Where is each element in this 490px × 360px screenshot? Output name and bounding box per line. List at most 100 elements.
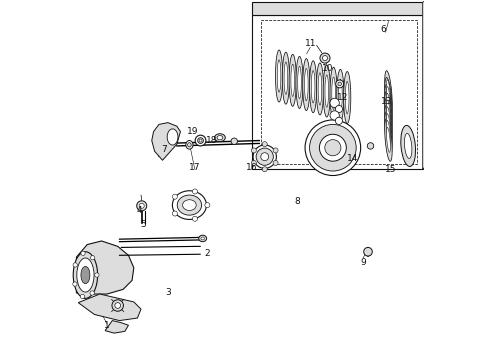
Ellipse shape (167, 129, 178, 145)
Ellipse shape (387, 121, 391, 145)
Text: 4: 4 (136, 206, 142, 215)
Ellipse shape (385, 84, 392, 127)
Text: 3: 3 (165, 288, 171, 297)
Circle shape (90, 291, 94, 295)
Text: 6: 6 (380, 25, 386, 34)
Ellipse shape (305, 120, 361, 176)
Ellipse shape (291, 64, 294, 96)
Ellipse shape (330, 67, 337, 119)
Ellipse shape (385, 112, 392, 154)
Ellipse shape (332, 77, 335, 109)
Ellipse shape (177, 195, 201, 215)
Ellipse shape (387, 93, 391, 118)
Circle shape (251, 161, 256, 166)
Ellipse shape (296, 57, 303, 108)
Ellipse shape (330, 98, 339, 108)
Ellipse shape (345, 81, 349, 114)
Polygon shape (76, 241, 134, 294)
Ellipse shape (387, 100, 391, 125)
Ellipse shape (256, 148, 273, 165)
Ellipse shape (387, 114, 391, 139)
Ellipse shape (215, 134, 225, 141)
Ellipse shape (310, 125, 356, 171)
Ellipse shape (343, 72, 351, 123)
Ellipse shape (311, 71, 315, 103)
Ellipse shape (77, 258, 94, 292)
Ellipse shape (325, 75, 329, 107)
Circle shape (193, 189, 197, 194)
Ellipse shape (385, 105, 392, 148)
Circle shape (262, 167, 267, 172)
Text: 13: 13 (381, 96, 392, 105)
Ellipse shape (387, 107, 391, 132)
Polygon shape (152, 123, 180, 160)
Ellipse shape (172, 191, 206, 220)
Polygon shape (105, 320, 128, 333)
Text: 16: 16 (245, 163, 257, 172)
Ellipse shape (385, 118, 392, 161)
Circle shape (91, 256, 95, 260)
Circle shape (95, 273, 99, 277)
Circle shape (364, 247, 372, 256)
Ellipse shape (199, 139, 202, 142)
Text: 18: 18 (206, 136, 218, 145)
Text: 12: 12 (337, 93, 348, 102)
Ellipse shape (289, 54, 296, 106)
Ellipse shape (197, 138, 203, 143)
Ellipse shape (401, 125, 416, 166)
Polygon shape (252, 3, 422, 15)
Ellipse shape (385, 77, 392, 120)
Ellipse shape (298, 66, 301, 99)
Text: 14: 14 (347, 154, 358, 163)
Ellipse shape (282, 52, 290, 104)
Circle shape (262, 141, 267, 147)
Ellipse shape (320, 53, 330, 63)
Ellipse shape (368, 143, 374, 149)
Ellipse shape (404, 134, 412, 158)
Ellipse shape (73, 252, 98, 298)
Ellipse shape (319, 134, 346, 161)
Text: 7: 7 (161, 145, 167, 154)
Circle shape (172, 194, 177, 199)
Ellipse shape (339, 79, 342, 112)
Ellipse shape (310, 61, 317, 113)
Ellipse shape (385, 71, 392, 113)
Ellipse shape (81, 266, 90, 284)
Ellipse shape (385, 98, 392, 141)
Ellipse shape (188, 143, 191, 147)
Text: 19: 19 (187, 127, 199, 136)
Ellipse shape (318, 73, 322, 105)
Text: 11: 11 (304, 39, 316, 48)
Ellipse shape (323, 65, 330, 117)
Circle shape (251, 148, 256, 153)
Ellipse shape (330, 111, 339, 120)
Ellipse shape (387, 127, 391, 152)
Ellipse shape (284, 62, 288, 94)
Circle shape (205, 203, 210, 208)
Ellipse shape (387, 86, 391, 112)
Ellipse shape (183, 200, 196, 211)
Circle shape (273, 148, 278, 153)
Ellipse shape (217, 135, 223, 140)
Text: 5: 5 (140, 220, 146, 229)
Ellipse shape (112, 300, 123, 311)
Circle shape (273, 161, 278, 166)
Ellipse shape (335, 117, 343, 125)
Text: 2: 2 (204, 249, 210, 258)
Ellipse shape (303, 59, 310, 111)
Ellipse shape (304, 68, 308, 101)
Ellipse shape (261, 153, 269, 161)
Text: 8: 8 (294, 197, 300, 206)
Ellipse shape (231, 138, 238, 144)
Polygon shape (78, 294, 141, 320)
Ellipse shape (335, 105, 343, 113)
Circle shape (80, 294, 85, 299)
Text: 17: 17 (189, 163, 200, 172)
Ellipse shape (387, 80, 391, 105)
Circle shape (73, 282, 77, 286)
Ellipse shape (115, 303, 121, 309)
Circle shape (137, 201, 147, 211)
Polygon shape (422, 1, 424, 169)
Ellipse shape (277, 60, 281, 92)
Ellipse shape (253, 145, 276, 168)
